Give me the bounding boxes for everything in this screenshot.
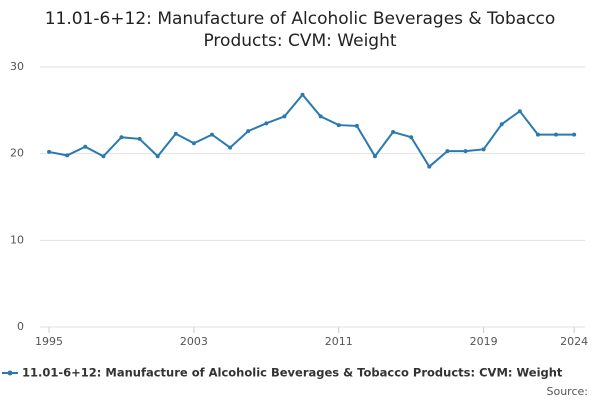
point [535, 132, 540, 137]
point [47, 149, 52, 154]
y-tick-label: 20 [10, 147, 24, 160]
chart-title: 11.01-6+12: Manufacture of Alcoholic Bev… [44, 9, 556, 51]
x-tick-label: 1995 [35, 335, 63, 348]
point [264, 121, 269, 126]
source: Source: [547, 385, 589, 398]
series-line [48, 93, 575, 169]
point [119, 135, 124, 140]
point [191, 141, 196, 146]
y-tick-label: 0 [17, 320, 24, 333]
point [246, 129, 251, 134]
point [481, 147, 486, 152]
point [228, 145, 233, 150]
point [554, 132, 559, 137]
x-tick-label: 2019 [470, 335, 498, 348]
point [354, 123, 359, 128]
point [391, 130, 396, 134]
point [409, 135, 414, 140]
point [499, 122, 504, 127]
point [427, 164, 432, 169]
point [173, 131, 178, 136]
point [318, 114, 323, 119]
point [101, 154, 106, 159]
point [463, 149, 468, 154]
y-tick-label: 10 [10, 233, 24, 246]
point [336, 123, 341, 128]
x-tick-label: 2024 [560, 335, 588, 348]
point [445, 149, 450, 154]
point [300, 92, 305, 97]
point [572, 132, 577, 137]
y-tick-label: 30 [10, 60, 24, 73]
point [137, 136, 142, 141]
legend-label: 11.01-6+12: Manufacture of Alcoholic Bev… [22, 366, 563, 380]
x-tick-label: 2003 [180, 335, 208, 348]
legend-swatch-dot [7, 370, 13, 376]
point [155, 154, 160, 159]
point [83, 144, 88, 149]
point [372, 154, 377, 159]
x-tick-label: 2011 [325, 335, 353, 348]
point [65, 153, 70, 158]
point [210, 132, 215, 137]
point [517, 109, 522, 114]
point [282, 114, 287, 119]
